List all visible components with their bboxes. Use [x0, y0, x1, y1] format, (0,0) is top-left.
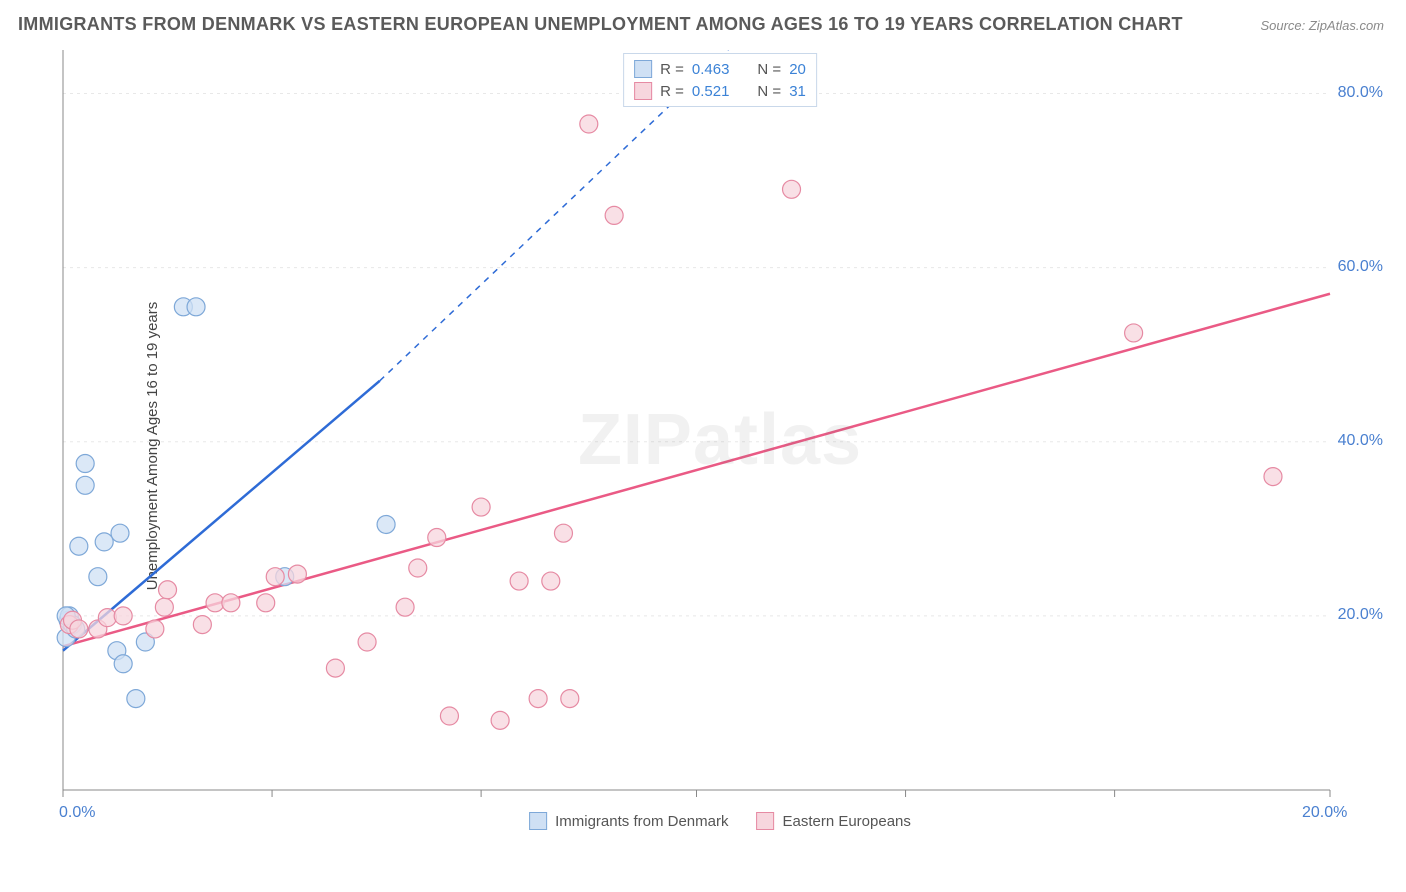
data-point	[266, 568, 284, 586]
n-value: 20	[789, 61, 806, 78]
n-label: N =	[757, 61, 781, 78]
data-point	[358, 633, 376, 651]
r-label: R =	[660, 83, 684, 100]
data-point	[70, 537, 88, 555]
data-point	[222, 594, 240, 612]
data-point	[76, 476, 94, 494]
data-point	[561, 690, 579, 708]
stats-row-series-1: R = 0.521 N = 31	[634, 80, 806, 102]
data-point	[98, 609, 116, 627]
data-point	[491, 711, 509, 729]
data-point	[428, 529, 446, 547]
swatch-icon	[756, 812, 774, 830]
legend-label: Eastern Europeans	[782, 813, 910, 830]
x-tick-label: 20.0%	[1302, 804, 1347, 822]
data-point	[783, 180, 801, 198]
data-point	[472, 498, 490, 516]
source-attribution: Source: ZipAtlas.com	[1260, 18, 1384, 33]
chart-title: IMMIGRANTS FROM DENMARK VS EASTERN EUROP…	[18, 14, 1183, 35]
data-point	[554, 524, 572, 542]
correlation-stats-legend: R = 0.463 N = 20 R = 0.521 N = 31	[623, 53, 817, 107]
r-label: R =	[660, 61, 684, 78]
data-point	[288, 565, 306, 583]
legend-item-series-0: Immigrants from Denmark	[529, 812, 728, 830]
swatch-icon	[529, 812, 547, 830]
data-point	[542, 572, 560, 590]
data-point	[605, 206, 623, 224]
stats-row-series-0: R = 0.463 N = 20	[634, 58, 806, 80]
data-point	[95, 533, 113, 551]
x-tick-label: 0.0%	[59, 804, 95, 822]
data-point	[187, 298, 205, 316]
r-value: 0.521	[692, 83, 730, 100]
y-tick-label: 80.0%	[1338, 84, 1383, 102]
y-tick-label: 20.0%	[1338, 606, 1383, 624]
data-point	[146, 620, 164, 638]
n-value: 31	[789, 83, 806, 100]
legend-item-series-1: Eastern Europeans	[756, 812, 910, 830]
data-point	[159, 581, 177, 599]
data-point	[114, 607, 132, 625]
data-point	[377, 515, 395, 533]
swatch-icon	[634, 60, 652, 78]
y-tick-label: 60.0%	[1338, 258, 1383, 276]
legend-label: Immigrants from Denmark	[555, 813, 728, 830]
regression-line	[63, 294, 1330, 647]
data-point	[193, 616, 211, 634]
data-point	[155, 598, 173, 616]
data-point	[580, 115, 598, 133]
data-point	[440, 707, 458, 725]
data-point	[111, 524, 129, 542]
data-point	[1125, 324, 1143, 342]
data-point	[127, 690, 145, 708]
n-label: N =	[757, 83, 781, 100]
series-legend: Immigrants from Denmark Eastern European…	[529, 812, 911, 830]
data-point	[1264, 468, 1282, 486]
data-point	[529, 690, 547, 708]
data-point	[510, 572, 528, 590]
data-point	[409, 559, 427, 577]
data-point	[114, 655, 132, 673]
data-point	[70, 620, 88, 638]
r-value: 0.463	[692, 61, 730, 78]
data-point	[396, 598, 414, 616]
data-point	[89, 568, 107, 586]
data-point	[257, 594, 275, 612]
data-point	[76, 455, 94, 473]
scatter-plot: ZIPatlas R = 0.463 N = 20 R = 0.521 N = …	[55, 50, 1385, 830]
data-point	[326, 659, 344, 677]
swatch-icon	[634, 82, 652, 100]
y-tick-label: 40.0%	[1338, 432, 1383, 450]
